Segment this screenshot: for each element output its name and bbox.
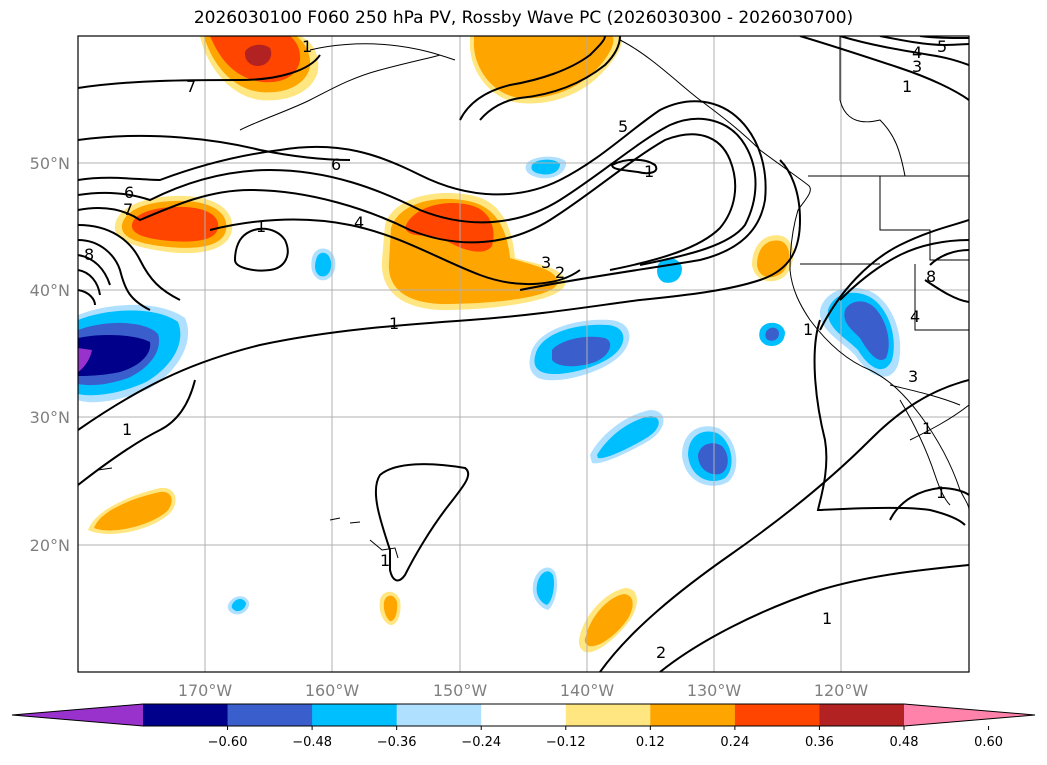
- lon-label: 170°W: [178, 681, 233, 700]
- colorbar-tick-label: 0.36: [805, 735, 834, 750]
- coastlines: [97, 36, 969, 559]
- colorbar-box: [396, 704, 482, 726]
- lon-label: 130°W: [687, 681, 742, 700]
- lon-label: 160°W: [305, 681, 360, 700]
- contour-label: 1: [644, 162, 654, 181]
- map-frame: [77, 35, 970, 673]
- contour-label: 6: [124, 183, 134, 202]
- figure-title: 2026030100 F060 250 hPa PV, Rossby Wave …: [193, 8, 854, 28]
- contour-label: 1: [302, 37, 312, 56]
- colorbar-box: [819, 704, 905, 726]
- colorbar-tick-label: −0.36: [377, 735, 417, 750]
- colorbar-tick-label: −0.48: [292, 735, 332, 750]
- colorbar-extend-min: [12, 704, 143, 726]
- contour-label: 4: [910, 307, 920, 326]
- contour-label: 1: [822, 609, 832, 628]
- colorbar-box: [565, 704, 651, 726]
- contour-label: 1: [922, 419, 932, 438]
- colorbar-box: [734, 704, 820, 726]
- contour-labels: 7 6 7 8 1 4 6 5 1 3 2 1 1 1 2 1 1 1 1 8 …: [84, 37, 947, 662]
- contour-label: 1: [122, 420, 132, 439]
- contour-label: 1: [389, 314, 399, 333]
- lat-label: 40°N: [30, 281, 70, 300]
- colorbar-tick-label: −0.12: [546, 735, 586, 750]
- contour-label: 3: [908, 367, 918, 386]
- colorbar-tick-label: −0.60: [208, 735, 248, 750]
- colorbar-tick-label: 0.48: [890, 735, 919, 750]
- contour-label: 7: [123, 200, 133, 219]
- latitude-labels: 50°N 40°N 30°N 20°N: [30, 154, 70, 555]
- colorbar-tick-label: 0.24: [720, 735, 749, 750]
- colorbar-tick-label: 0.60: [974, 735, 1003, 750]
- contour-label: 5: [618, 117, 628, 136]
- colorbar-box: [312, 704, 398, 726]
- lon-label: 140°W: [560, 681, 615, 700]
- colorbar: −0.60 −0.48 −0.36 −0.24 −0.12 0.12 0.24 0.36 0.4…: [11, 703, 1036, 750]
- colorbar-outline: [11, 703, 1036, 727]
- gridlines: [78, 36, 969, 672]
- contour-label: 1: [256, 217, 266, 236]
- contour-label: 6: [331, 155, 341, 174]
- contour-label: 5: [937, 37, 947, 56]
- contour-label: 1: [902, 77, 912, 96]
- positive-anomaly-shading: [88, 36, 794, 653]
- contour-label: 1: [936, 483, 946, 502]
- contour-label: 1: [803, 320, 813, 339]
- colorbar-box: [143, 704, 229, 726]
- colorbar-box: [227, 704, 313, 726]
- colorbar-tick-label: 0.12: [636, 735, 665, 750]
- contour-label: 8: [926, 267, 936, 286]
- colorbar-tick-label: −0.24: [461, 735, 501, 750]
- contour-label: 1: [380, 551, 390, 570]
- contour-label: 7: [186, 77, 196, 96]
- contour-label: 3: [541, 253, 551, 272]
- lat-label: 30°N: [30, 408, 70, 427]
- lat-label: 20°N: [30, 536, 70, 555]
- contour-label: 8: [84, 245, 94, 264]
- map-content: 7 6 7 8 1 4 6 5 1 3 2 1 1 1 2 1 1 1 1 8 …: [78, 36, 969, 672]
- colorbar-box: [650, 704, 736, 726]
- longitude-labels: 170°W 160°W 150°W 140°W 130°W 120°W: [178, 681, 869, 700]
- lon-label: 150°W: [433, 681, 488, 700]
- colorbar-box: [481, 704, 567, 726]
- colorbar-extend-max: [904, 704, 1035, 726]
- lat-label: 50°N: [30, 154, 70, 173]
- contour-label: 2: [656, 643, 666, 662]
- negative-anomaly-shading: [78, 156, 901, 615]
- contour-label: 2: [555, 263, 565, 282]
- contour-label: 4: [354, 213, 364, 232]
- contour-label: 3: [912, 57, 922, 76]
- lon-label: 120°W: [814, 681, 869, 700]
- pv-contours: [78, 36, 969, 672]
- contour-label: 4: [912, 43, 922, 62]
